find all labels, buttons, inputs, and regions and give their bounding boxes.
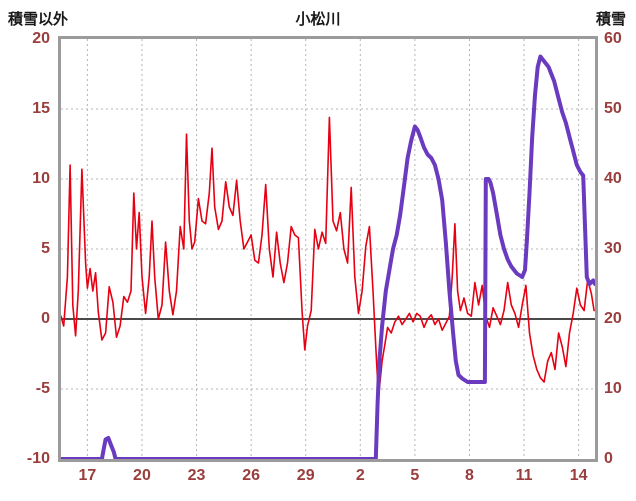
right-axis-tick-label: 10 <box>604 380 622 397</box>
x-axis-tick-label: 17 <box>78 467 97 484</box>
left-axis-tick-label: 5 <box>41 240 50 257</box>
right-axis-tick-label: 0 <box>604 450 613 467</box>
left-axis-title: 積雪以外 <box>8 11 69 28</box>
left-axis-tick-label: 10 <box>32 170 50 187</box>
x-axis-tick-label: 14 <box>569 467 588 484</box>
x-axis-tick-label: 20 <box>133 467 151 484</box>
left-axis-tick-label: 20 <box>32 30 50 47</box>
right-axis-tick-labels: 60 50 40 30 20 10 0 <box>602 0 636 501</box>
right-axis-title: 積雪 <box>595 11 626 28</box>
snow-depth-line <box>61 54 595 459</box>
chart-title: 小松川 <box>295 11 341 28</box>
temperature-line <box>61 116 595 399</box>
x-axis-tick-label: 11 <box>515 467 533 484</box>
x-axis-tick-label: 26 <box>242 467 261 484</box>
x-axis-tick-label: 23 <box>187 467 206 484</box>
x-axis-tick-label: 29 <box>296 467 315 484</box>
x-axis-tick-label: 2 <box>355 467 365 484</box>
left-axis-tick-label: 15 <box>32 100 50 117</box>
right-axis-tick-label: 50 <box>604 100 622 117</box>
x-axis-tick-label: 8 <box>465 467 474 484</box>
right-axis-tick-label: 40 <box>604 170 622 187</box>
left-axis-tick-labels: 20 15 10 5 0 -5 -10 <box>0 0 54 501</box>
plot-area <box>58 36 598 462</box>
right-axis-tick-label: 20 <box>604 310 622 327</box>
right-axis-tick-label: 30 <box>604 240 622 257</box>
x-axis-tick-label: 5 <box>410 467 420 484</box>
left-axis-tick-label: -10 <box>26 450 50 467</box>
right-axis-tick-label: 60 <box>604 30 622 47</box>
chart-canvas <box>61 39 595 459</box>
left-axis-tick-label: -5 <box>35 380 50 397</box>
left-axis-tick-label: 0 <box>41 310 50 327</box>
